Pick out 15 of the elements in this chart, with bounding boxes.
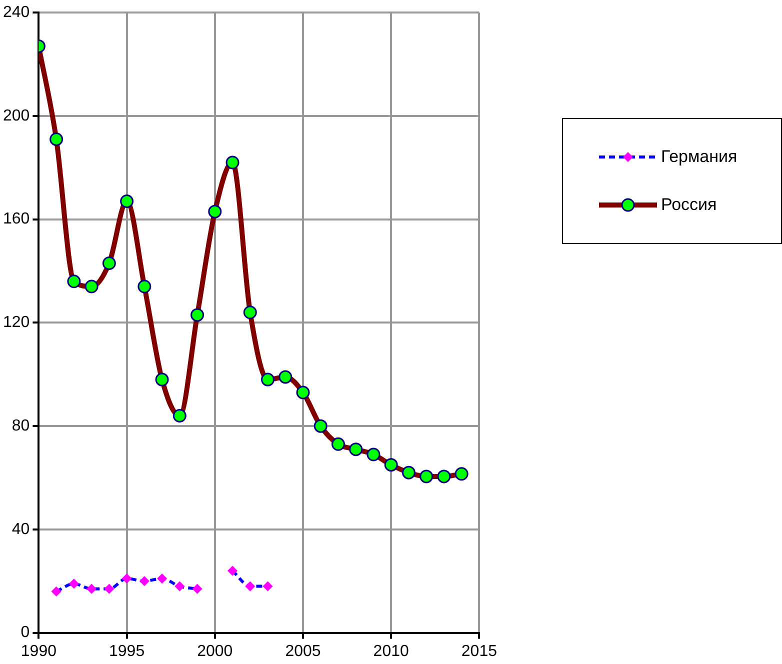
y-tick-label: 40: [12, 520, 30, 538]
x-tick-label: 2005: [285, 642, 321, 660]
y-tick-label: 200: [2, 107, 30, 124]
x-tick-label: 2000: [197, 642, 233, 660]
y-tick-label: 160: [2, 210, 30, 228]
y-tick-label: 80: [12, 417, 30, 434]
x-tick-label: 2010: [373, 642, 409, 660]
y-tick-label: 240: [2, 4, 30, 22]
legend-label: Германия: [661, 147, 738, 167]
y-tick-label: 120: [2, 314, 30, 332]
x-tick-label: 1990: [20, 642, 57, 660]
x-tick-label: 1995: [109, 642, 145, 660]
legend-label: Россия: [661, 195, 717, 215]
y-tick-label: 0: [20, 624, 30, 642]
x-tick-label: 2015: [461, 642, 498, 660]
